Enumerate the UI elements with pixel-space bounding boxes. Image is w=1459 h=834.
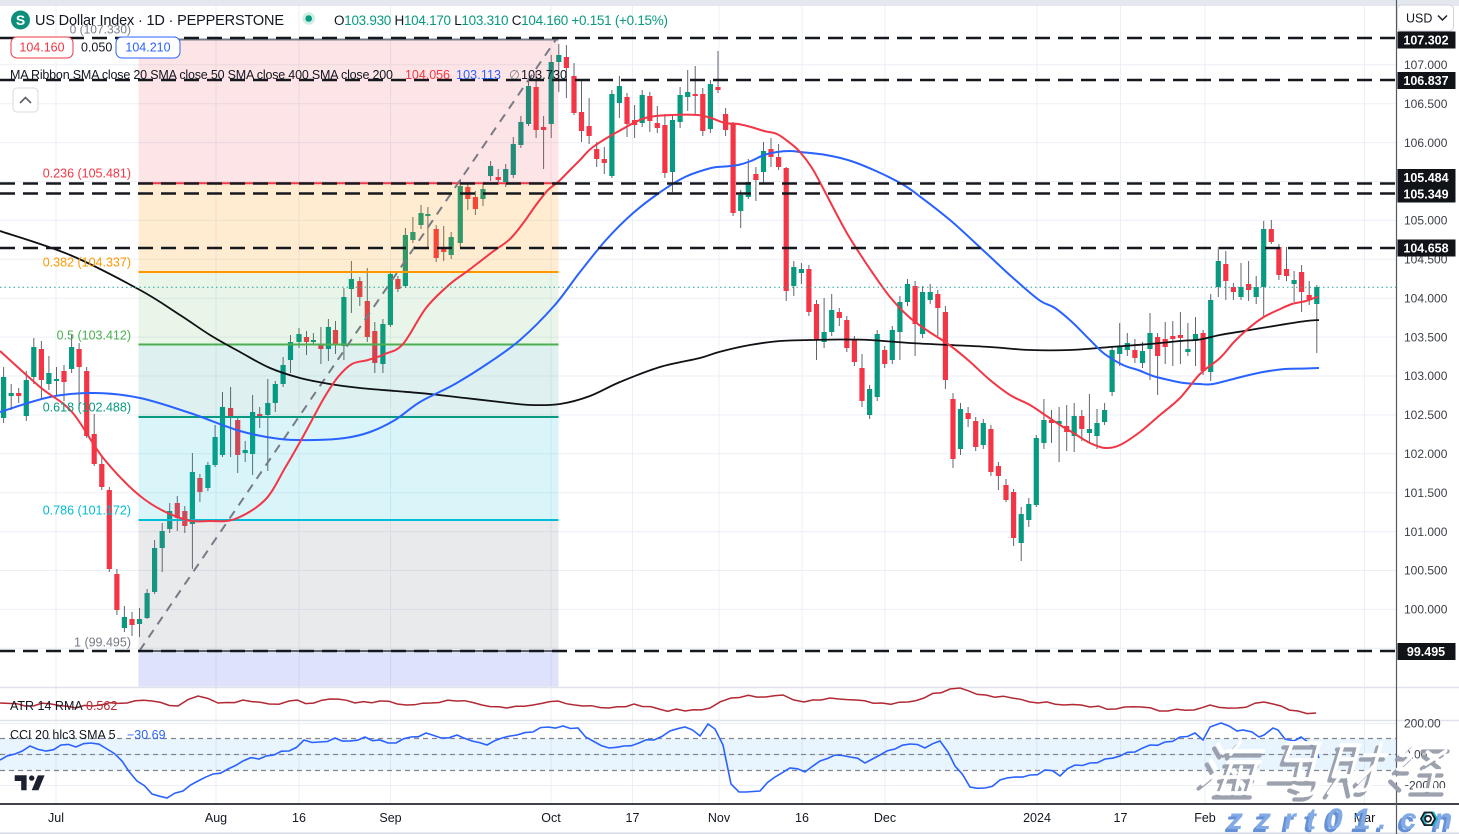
svg-text:t: t — [1306, 803, 1318, 834]
svg-text:0.5 (103.412): 0.5 (103.412) — [57, 329, 131, 343]
svg-text:1: 1 — [1351, 806, 1368, 834]
svg-text:S: S — [16, 12, 25, 28]
svg-text:c: c — [1400, 803, 1417, 834]
svg-text:104.658: 104.658 — [1403, 241, 1448, 255]
svg-text:ATR 14 RMA: ATR 14 RMA — [10, 699, 83, 713]
svg-text:O103.930 H104.170 L103.310 C10: O103.930 H104.170 L103.310 C104.160 +0.1… — [334, 13, 668, 28]
svg-text:0: 0 — [1326, 803, 1343, 834]
svg-text:MA Ribbon SMA close 20 SMA clo: MA Ribbon SMA close 20 SMA close 50 SMA … — [10, 68, 393, 82]
svg-text:102.000: 102.000 — [1404, 447, 1448, 461]
svg-text:Dec: Dec — [874, 811, 896, 825]
svg-text:.: . — [1375, 806, 1383, 834]
svg-text:104.000: 104.000 — [1404, 291, 1448, 305]
svg-text:Sep: Sep — [379, 811, 401, 825]
svg-text:2024: 2024 — [1023, 811, 1051, 825]
svg-text:105.484: 105.484 — [1403, 171, 1448, 185]
svg-text:105.000: 105.000 — [1404, 214, 1448, 228]
svg-text:103.730: 103.730 — [521, 68, 567, 82]
svg-text:0.050: 0.050 — [81, 41, 112, 55]
svg-text:Aug: Aug — [205, 811, 227, 825]
svg-text:16: 16 — [292, 811, 306, 825]
svg-text:101.500: 101.500 — [1404, 486, 1448, 500]
svg-text:16: 16 — [795, 811, 809, 825]
svg-text:z: z — [1255, 803, 1271, 834]
svg-text:103.500: 103.500 — [1404, 330, 1448, 344]
svg-text:.: . — [1378, 803, 1386, 834]
svg-text:Mar: Mar — [1354, 811, 1376, 825]
svg-text:102.500: 102.500 — [1404, 408, 1448, 422]
svg-text:Oct: Oct — [541, 811, 561, 825]
svg-text:z: z — [1227, 803, 1243, 834]
svg-text:17: 17 — [626, 811, 640, 825]
svg-text:1: 1 — [1354, 803, 1371, 834]
svg-text:106.000: 106.000 — [1404, 136, 1448, 150]
svg-text:100.000: 100.000 — [1404, 603, 1448, 617]
svg-text:Nov: Nov — [708, 811, 731, 825]
svg-text:Jul: Jul — [48, 811, 64, 825]
svg-text:104.160: 104.160 — [19, 41, 64, 55]
svg-text:0.786 (101.172): 0.786 (101.172) — [43, 504, 131, 518]
svg-text:US Dollar Index · 1D · PEPPERS: US Dollar Index · 1D · PEPPERSTONE — [35, 13, 284, 29]
svg-text:t: t — [1303, 806, 1315, 834]
svg-text:105.349: 105.349 — [1403, 187, 1448, 201]
svg-text:103.113: 103.113 — [456, 68, 501, 82]
svg-text:1 (99.495): 1 (99.495) — [74, 636, 131, 650]
svg-text:z: z — [1252, 806, 1268, 834]
svg-text:104.210: 104.210 — [125, 41, 170, 55]
svg-text:17: 17 — [1114, 811, 1128, 825]
svg-text:r: r — [1281, 806, 1295, 834]
svg-text:106.837: 106.837 — [1403, 74, 1448, 88]
svg-text:107.000: 107.000 — [1404, 58, 1448, 72]
svg-text:n: n — [1431, 806, 1449, 834]
svg-text:CCI 20 hlc3 SMA 5: CCI 20 hlc3 SMA 5 — [10, 728, 116, 742]
svg-text:∅: ∅ — [509, 68, 520, 82]
svg-text:0: 0 — [1323, 806, 1340, 834]
svg-text:104.056: 104.056 — [405, 68, 450, 82]
svg-text:99.495: 99.495 — [1407, 645, 1445, 659]
svg-text:0.236 (105.481): 0.236 (105.481) — [43, 167, 131, 181]
svg-text:USD: USD — [1406, 12, 1432, 26]
svg-text:200.00: 200.00 — [1404, 717, 1441, 731]
svg-text:n: n — [1434, 803, 1452, 834]
svg-text:101.000: 101.000 — [1404, 525, 1448, 539]
svg-text:−30.69: −30.69 — [127, 728, 166, 742]
svg-text:z: z — [1224, 806, 1240, 834]
svg-text:107.302: 107.302 — [1403, 33, 1448, 47]
svg-text:0.562: 0.562 — [86, 699, 117, 713]
svg-text:103.000: 103.000 — [1404, 369, 1448, 383]
svg-text:0.618 (102.488): 0.618 (102.488) — [43, 401, 131, 415]
svg-text:0.382 (104.337): 0.382 (104.337) — [43, 256, 131, 270]
svg-text:Feb: Feb — [1194, 811, 1216, 825]
svg-text:c: c — [1397, 806, 1414, 834]
svg-text:100.500: 100.500 — [1404, 564, 1448, 578]
svg-text:106.500: 106.500 — [1404, 97, 1448, 111]
svg-text:0 (107.330): 0 (107.330) — [70, 23, 131, 37]
svg-text:r: r — [1284, 803, 1298, 834]
